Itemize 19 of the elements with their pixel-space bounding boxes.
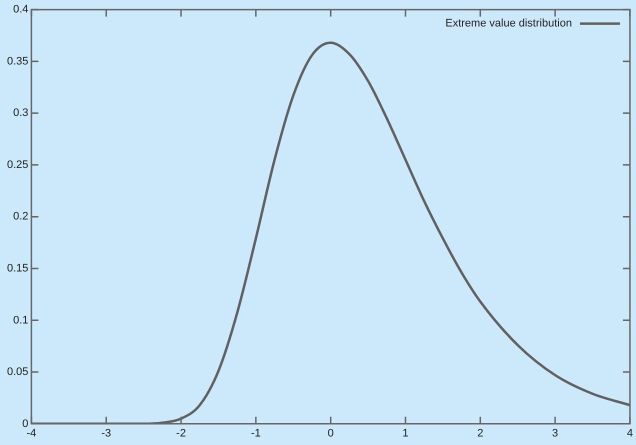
y-tick-label: 0.05: [6, 366, 28, 378]
y-tick-label: 0.3: [13, 107, 28, 120]
x-tick-label: 1: [402, 427, 409, 440]
x-tick-label: -1: [250, 427, 261, 440]
y-tick-label: 0.35: [6, 55, 28, 68]
x-tick-label: 4: [626, 427, 634, 440]
x-tick-label: -2: [176, 427, 186, 440]
x-tick-label: -4: [26, 427, 36, 440]
y-tick-label: 0.1: [13, 314, 28, 326]
x-tick-label: 2: [477, 427, 484, 440]
x-tick-label: -3: [101, 427, 112, 440]
x-tick-label: 3: [552, 427, 558, 440]
y-tick-label: 0.15: [6, 262, 28, 275]
y-tick-label: 0.2: [13, 210, 28, 223]
y-tick-label: 0: [22, 418, 28, 430]
y-tick-label: 0.25: [6, 158, 28, 171]
x-tick-label: 0: [328, 427, 334, 440]
y-tick-label: 0.4: [13, 4, 28, 16]
legend-label: Extreme value distribution: [445, 18, 572, 30]
